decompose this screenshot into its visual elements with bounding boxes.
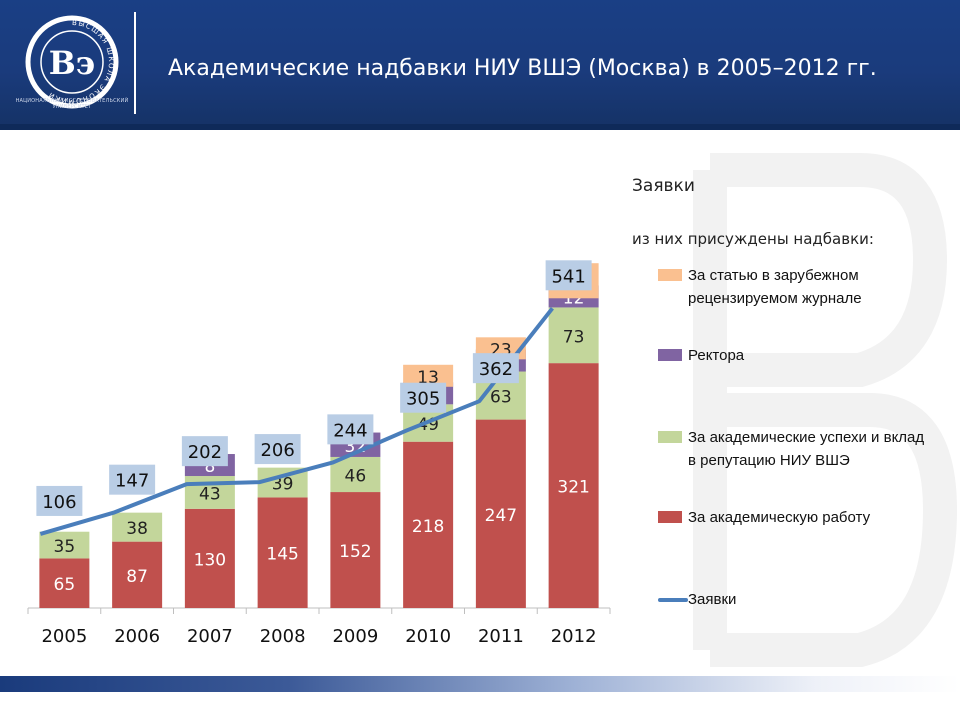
logo-caption: НАЦИОНАЛЬНЫЙ ИССЛЕДОВАТЕЛЬСКИЙ УНИВЕРСИТ…: [15, 98, 129, 110]
legend-swatch-rector: [658, 349, 682, 361]
data-label-work: 321: [557, 478, 589, 498]
x-tick-label: 2007: [187, 626, 233, 647]
x-tick-label: 2006: [114, 626, 160, 647]
line-data-label: 106: [42, 492, 76, 513]
data-label-work: 247: [485, 506, 517, 526]
bar-work: [330, 492, 381, 608]
x-tick-label: 2005: [41, 626, 87, 647]
line-data-label: 147: [115, 471, 149, 492]
legend-swatch-foreign: [658, 269, 682, 281]
legend-heading-awards: из них присуждены надбавки:: [632, 230, 874, 248]
legend-heading-applications: Заявки: [632, 176, 695, 196]
legend-label-rector: Ректора: [688, 347, 745, 364]
line-label-box: [254, 434, 301, 465]
watermark-monogram: [693, 153, 958, 667]
header-underline: [0, 124, 960, 130]
line-data-label: 244: [333, 420, 367, 441]
data-label-success: 39: [272, 475, 294, 495]
x-tick-label: 2012: [551, 626, 597, 647]
legend-label-success: За академические успехи и вклад в репута…: [688, 429, 925, 469]
data-label-work: 87: [126, 567, 148, 587]
line-label-box: [327, 414, 374, 445]
line-applications: [39, 307, 554, 536]
line-label-box: [545, 260, 592, 291]
bar-work: [548, 363, 599, 608]
data-label-work: 152: [339, 542, 371, 562]
bar-work: [112, 541, 163, 608]
x-tick-label: 2011: [478, 626, 524, 647]
data-label-success: 73: [563, 327, 585, 347]
bar-work: [39, 558, 90, 608]
bar-work: [184, 508, 235, 608]
legend-label-applications: Заявки: [688, 591, 737, 608]
bar-work: [475, 419, 526, 608]
data-label-work: 218: [412, 517, 444, 537]
line-label-box: [472, 353, 519, 384]
bar-success: [39, 531, 90, 559]
slide-title: Академические надбавки НИУ ВШЭ (Москва) …: [168, 56, 877, 81]
line-data-label: 202: [188, 442, 222, 463]
legend-swatch-work: [658, 511, 682, 523]
bar-foreign: [403, 364, 454, 387]
legend-label-foreign: За статью в зарубежном рецензируемом жур…: [688, 267, 862, 307]
data-label-success: 46: [345, 467, 367, 487]
bar-success: [548, 307, 599, 364]
legend-swatch-success: [658, 431, 682, 443]
data-label-success: 38: [126, 519, 148, 539]
data-label-success: 35: [54, 537, 76, 557]
x-tick-label: 2010: [405, 626, 451, 647]
line-data-label: 362: [479, 359, 513, 380]
x-tick-label: 2009: [332, 626, 378, 647]
bar-work: [403, 441, 454, 608]
line-label-box: [181, 436, 228, 467]
data-label-work: 130: [194, 550, 226, 570]
slide-header: [0, 0, 960, 130]
logo-monogram: Вэ: [49, 44, 96, 82]
x-tick-label: 2008: [260, 626, 306, 647]
line-label-box: [400, 382, 447, 413]
data-label-success: 63: [490, 388, 512, 408]
data-label-work: 145: [266, 545, 298, 565]
bar-success: [112, 512, 163, 542]
line-label-box: [36, 485, 83, 516]
header-divider: [134, 12, 136, 114]
data-label-success: 43: [199, 484, 221, 504]
line-data-label: 541: [551, 266, 585, 287]
stacked-bar-chart: 65 35 2005 87 38 2006 130 43 8 2007 145 39 2008 152 46…: [27, 260, 611, 647]
line-label-box: [109, 464, 156, 495]
line-data-label: 305: [406, 389, 440, 410]
bar-work: [257, 497, 308, 608]
hse-logo: ВЫСШАЯ ШКОЛА ЭКОНОМИКИ Вэ: [25, 15, 119, 109]
legend-label-work: За академическую работу: [688, 509, 871, 526]
footer-gradient-bar: [0, 676, 960, 692]
data-label-rector: 8: [204, 457, 215, 477]
line-data-label: 206: [260, 440, 294, 461]
bar-success: [330, 456, 381, 493]
data-label-work: 65: [54, 575, 76, 595]
legend-line-applications: [658, 598, 688, 602]
